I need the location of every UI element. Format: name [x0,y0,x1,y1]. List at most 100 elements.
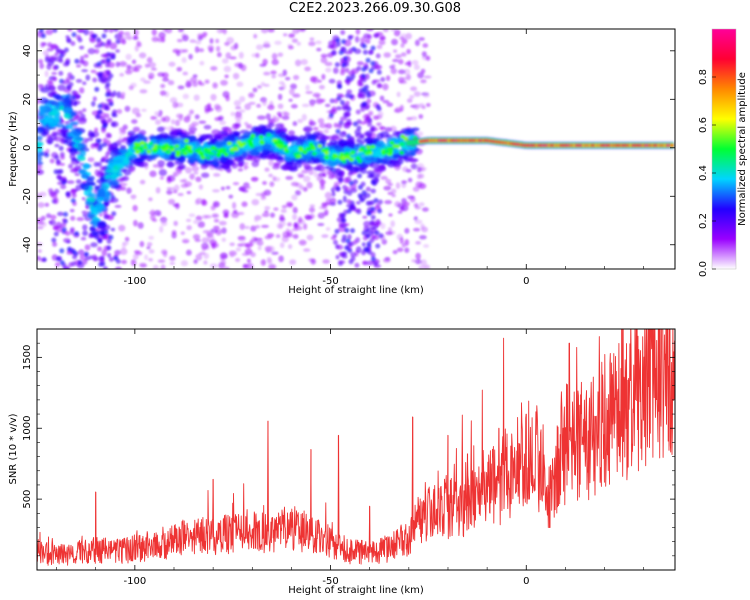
spectrogram-cell [77,37,83,43]
spectrogram-cell [354,36,360,43]
spectrogram-cell [122,241,129,246]
spectrogram-cell [308,135,316,141]
spectrogram-cell [52,76,58,82]
spectrogram-cell [106,76,112,82]
spectrogram-cell [404,238,410,246]
spectrogram-cell [382,99,390,104]
spectrogram-cell [203,124,212,130]
spectrogram-cell [318,139,327,144]
spectrogram-cell [248,92,255,98]
spectrogram-cell [135,149,140,154]
spectrogram-cell [312,126,319,131]
spectrogram-cell [262,58,268,66]
spectrogram-cell [406,127,415,134]
spectrogram-cell [254,224,261,229]
spectrogram-cell [365,29,374,32]
spectrogram-cell [169,255,176,261]
spectrogram-cell [71,32,77,38]
spectrogram-cell [120,186,127,191]
spectrogram-cell [168,198,176,205]
spectrogram-cell [268,173,273,178]
spectrogram-cell [199,251,206,256]
spectrogram-cell [261,213,270,217]
spectrogram-cell [391,38,398,46]
spectrogram-cell [255,44,264,51]
spectrogram-cell [317,99,325,103]
spectrogram-cell [55,159,61,165]
spectrogram-cell [282,33,288,37]
spectrogram-cell [82,81,87,86]
spectrogram-cell [40,41,45,48]
spectrogram-cell [138,52,147,59]
spectrogram-cell [212,189,220,193]
spectrogram-cell [54,155,60,160]
spectrogram-cell [82,258,88,265]
spectrogram-cell [192,74,198,78]
spectrogram-cell [258,135,264,139]
spectrogram-cell [407,60,412,68]
spectrogram-cell [346,133,351,139]
spectrogram-cell [360,181,366,187]
spectrogram-cell [413,216,418,221]
spectrogram-cell [334,147,344,153]
spectrogram-cell [67,29,73,32]
spectrogram-cell [324,147,330,152]
spectrogram-cell [61,79,71,85]
spectrogram-cell [99,177,106,182]
spectrogram-cell [255,192,263,197]
spectrogram-cell [211,213,219,218]
spectrogram-cell [414,219,423,225]
spectrogram-cell [224,266,230,269]
spectrogram-cell [391,63,396,69]
spectrogram-cell [194,46,200,54]
spectrogram-cell [226,37,235,44]
spectrogram-cell [285,175,294,180]
spectrogram-cell [327,52,334,58]
spectrogram-cell [71,157,79,162]
spectrogram-cell [308,142,314,147]
spectrogram-cell [96,138,102,144]
spectrogram-cell [369,127,375,133]
spectrogram-cell [396,91,401,98]
spectrogram-cell [177,85,185,90]
spectrogram-cell [139,89,148,94]
spectrogram-cell [384,200,393,205]
spectrogram-cell [54,188,60,194]
spectrogram-cell [379,131,390,138]
spectrogram-cell [287,45,294,50]
spectrogram-cell [362,215,368,219]
spectrogram-cell [406,149,416,155]
x-tick-label: 0 [523,276,529,287]
spectrogram-cell [195,197,203,205]
spectrogram-cell [63,113,71,118]
colorbar-tick-label: 0.6 [698,117,709,133]
spectrogram-cell [370,234,377,239]
y-tick-label: 1500 [22,345,33,370]
spectrogram-cell [251,236,258,242]
spectrogram-cell [206,141,213,146]
spectrogram-cell [291,135,299,140]
spectrogram-cell [312,92,321,98]
spectrogram-cell [255,52,260,59]
spectrogram-cell [169,97,178,104]
spectrogram-cell [221,58,229,64]
spectrogram-cell [192,234,201,240]
spectrogram-cell [339,100,345,105]
spectrogram-cell [111,211,117,217]
spectrogram-cell [57,84,66,91]
x-tick-label: -100 [124,276,147,287]
spectrogram-cell [45,29,54,36]
spectrogram-cell [49,133,57,141]
spectrogram-cell [177,192,184,197]
spectrogram-cell [295,151,301,156]
spectrogram-cell [335,186,341,192]
spectrogram-cell [218,220,227,226]
spectrogram-cell [289,259,297,265]
spectrogram-cell [223,65,232,73]
spectrogram-cell [152,164,159,168]
spectrogram-cell [346,118,352,124]
spectrogram-cell [188,126,198,133]
spectrogram-cell [324,61,333,67]
spectrogram-cell [169,261,175,265]
spectrogram-cell [134,251,143,256]
